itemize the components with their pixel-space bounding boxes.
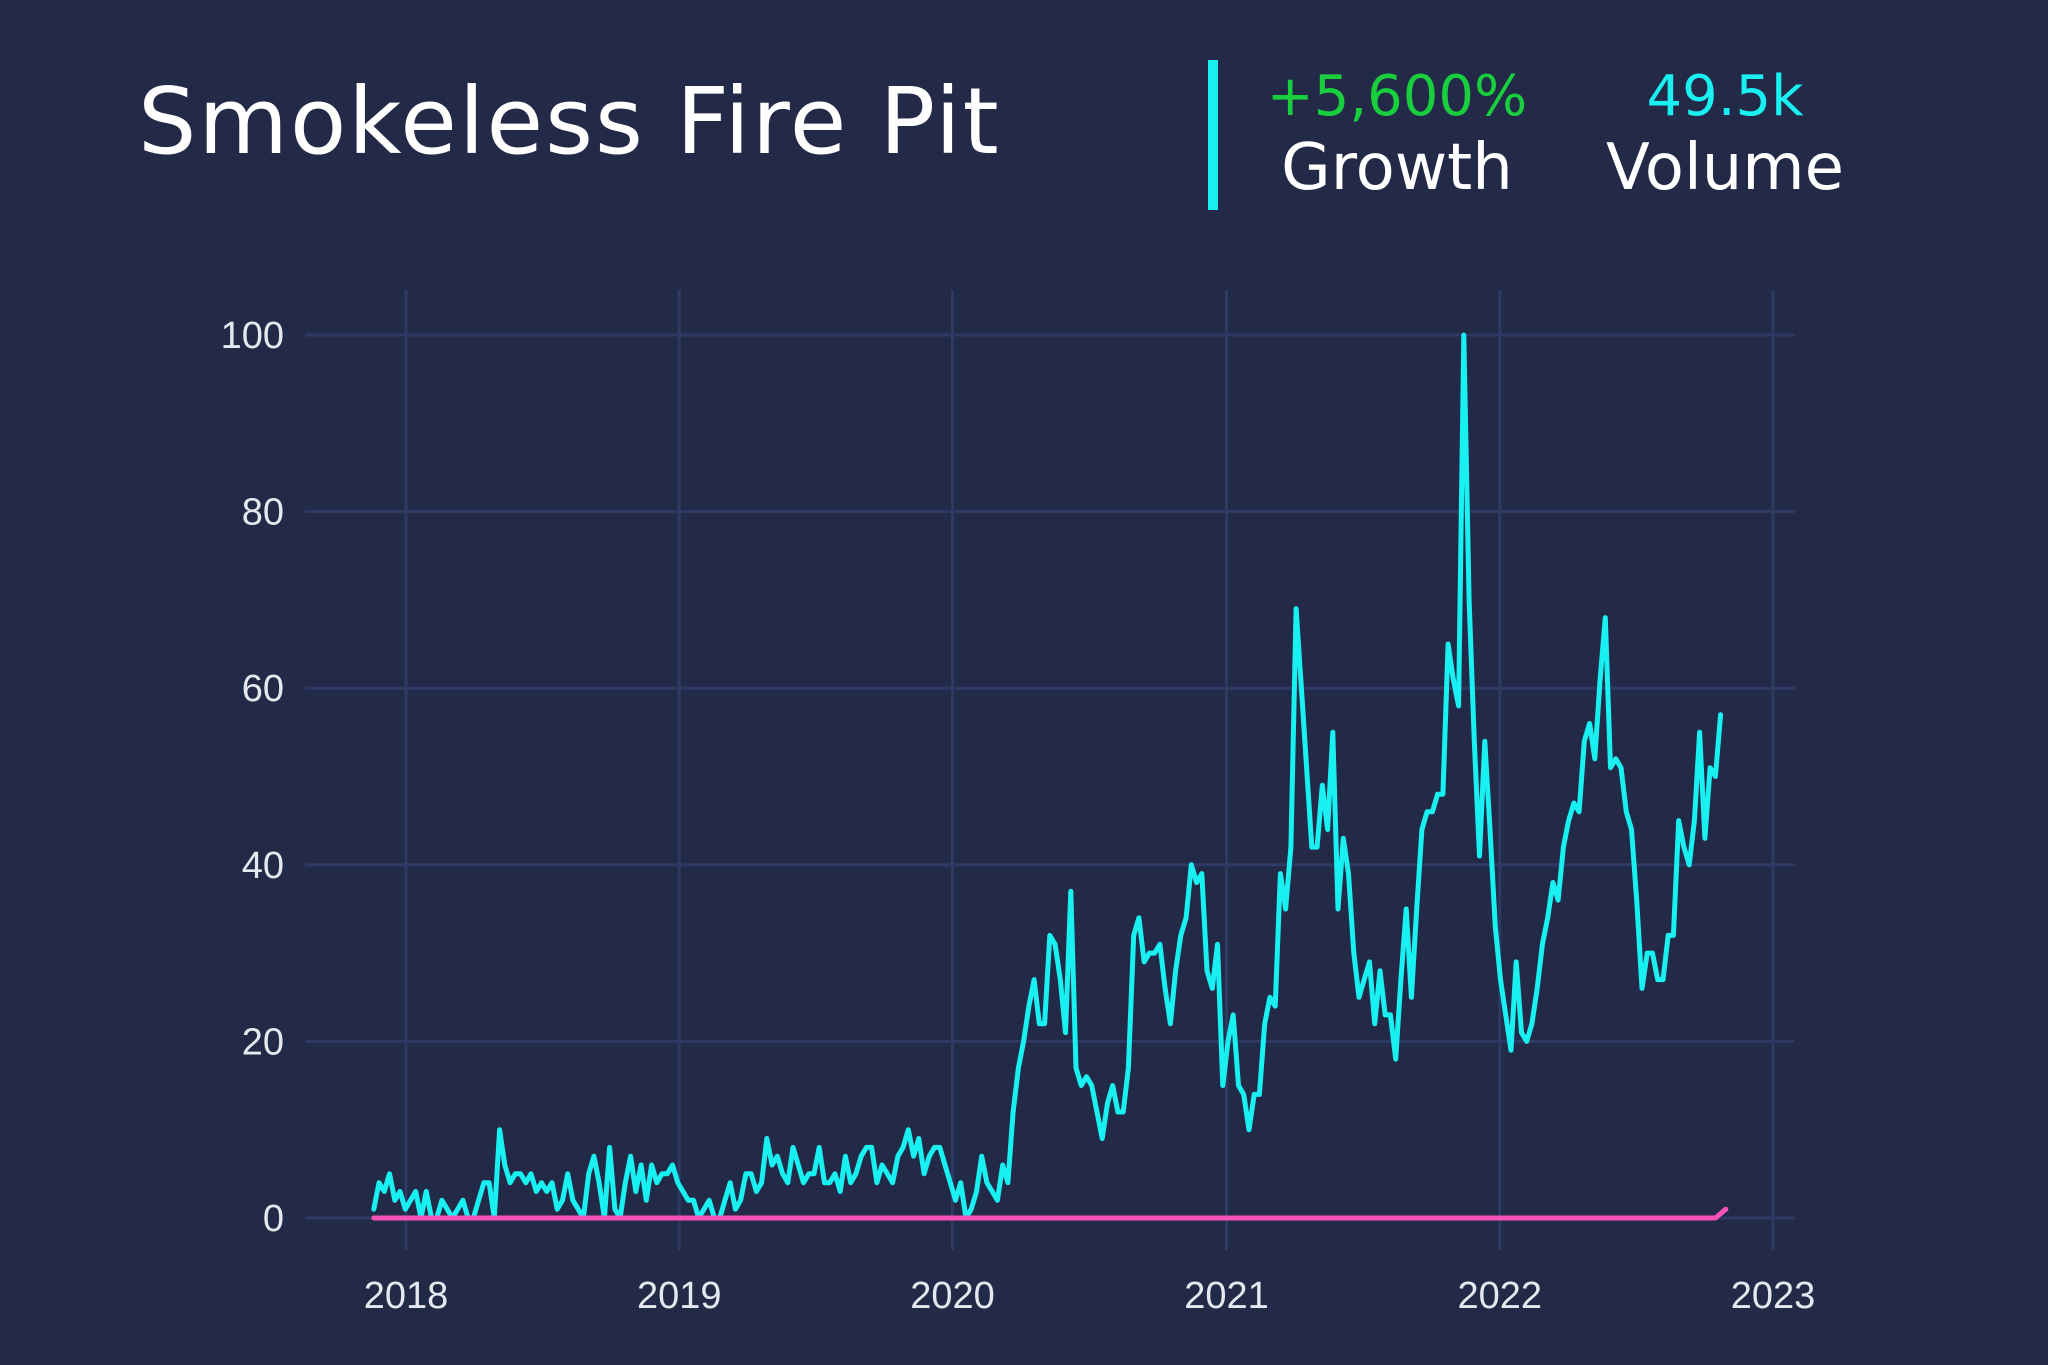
grid-lines: [305, 290, 1795, 1250]
growth-label: Growth: [1281, 131, 1513, 205]
header-divider: [1208, 60, 1218, 210]
y-tick-label: 0: [263, 1198, 284, 1240]
axis-labels: 2018 2019 2020 2021 2022 2023 0 20 40 60 80 100: [221, 315, 1816, 1317]
y-tick-label: 100: [221, 315, 284, 357]
x-tick-label: 2020: [910, 1275, 995, 1317]
x-tick-label: 2023: [1731, 1275, 1816, 1317]
series-lines: [371, 332, 1729, 1221]
x-tick-label: 2021: [1184, 1275, 1269, 1317]
x-tick-label: 2022: [1457, 1275, 1542, 1317]
chart-title: Smokeless Fire Pit: [138, 68, 1001, 175]
y-tick-label: 20: [242, 1021, 284, 1063]
volume-label: Volume: [1605, 131, 1845, 205]
growth-stat: +5,600% Growth: [1252, 64, 1542, 206]
volume-stat: 49.5k Volume: [1580, 64, 1870, 206]
x-tick-label: 2019: [637, 1275, 722, 1317]
y-tick-label: 40: [242, 845, 284, 887]
growth-value: +5,600%: [1266, 64, 1528, 129]
trend-series-line: [371, 332, 1724, 1221]
x-tick-label: 2018: [364, 1275, 449, 1317]
forecast-series-line: [371, 1206, 1729, 1221]
y-tick-label: 80: [242, 492, 284, 534]
y-tick-label: 60: [242, 668, 284, 710]
volume-value: 49.5k: [1646, 64, 1804, 129]
